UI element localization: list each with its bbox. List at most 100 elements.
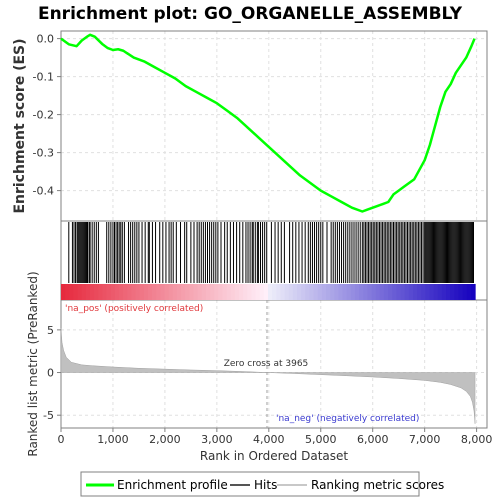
ranking-bar-segment — [94, 284, 99, 300]
ranking-bar-segment — [243, 284, 248, 300]
x-tick-label: 8,000 — [461, 433, 493, 446]
ranking-bar-segment — [131, 284, 137, 300]
ranking-bar-segment — [363, 284, 368, 300]
ranking-bar-segment — [450, 284, 455, 300]
ranking-bar-segment — [189, 284, 195, 300]
ranking-bar-segment — [222, 284, 228, 300]
x-tick-label: 5,000 — [305, 433, 337, 446]
ranking-bar-segment — [325, 284, 331, 300]
enrichment-profile-line — [60, 33, 476, 213]
ranking-bar-segment — [85, 284, 91, 300]
es-tick-label: -0.3 — [33, 147, 54, 160]
ranking-bar-segment — [433, 284, 439, 300]
ranking-bar-segment — [156, 284, 161, 300]
ranking-bar-segment — [89, 284, 95, 300]
es-tick-label: -0.1 — [33, 71, 54, 84]
ranking-bar-segment — [388, 284, 393, 300]
metric-tick-label: 0 — [47, 367, 54, 380]
ranking-bar-segment — [185, 284, 190, 300]
es-tick-label: -0.4 — [33, 185, 54, 198]
ranking-bar-segment — [81, 284, 87, 300]
legend-hits-label: Hits — [254, 478, 277, 492]
ranking-bar-segment — [205, 284, 211, 300]
metric-y-axis-label: Ranked list metric (PreRanked) — [26, 271, 40, 456]
ranking-bar-segment — [446, 284, 451, 300]
ranking-bar-segment — [73, 284, 79, 300]
positive-correlation-label: 'na_pos' (positively correlated) — [65, 304, 203, 314]
ranking-bar-segment — [437, 284, 443, 300]
ranking-bar-segment — [417, 284, 422, 300]
es-y-axis-label: Enrichment score (ES) — [12, 38, 28, 213]
ranking-bar-segment — [280, 284, 286, 300]
ranking-bar-segment — [239, 284, 244, 300]
ranking-bar-segment — [251, 284, 257, 300]
ranking-bar-segment — [172, 284, 178, 300]
x-axis-label: Rank in Ordered Dataset — [200, 449, 348, 463]
ranking-bar-segment — [110, 284, 116, 300]
ranking-bar-segment — [268, 284, 273, 300]
ranking-bar-segment — [61, 284, 66, 300]
ranking-bar-segment — [147, 284, 153, 300]
ranking-bar-segment — [226, 284, 232, 300]
metric-tick-label: 5 — [47, 324, 54, 337]
x-tick-label: 2,000 — [149, 433, 181, 446]
ranking-bar-segment — [214, 284, 219, 300]
ranking-bar-segment — [400, 284, 406, 300]
ranking-bar-segment — [305, 284, 311, 300]
ranking-bar-segment — [259, 284, 265, 300]
ranking-bar-segment — [118, 284, 124, 300]
ranking-bar-segment — [152, 284, 157, 300]
ranking-bar-segment — [421, 284, 426, 300]
ranking-bar-segment — [193, 284, 199, 300]
ranking-bar-segment — [454, 284, 460, 300]
zero-cross-label: Zero cross at 3965 — [224, 359, 309, 369]
ranking-bar-segment — [429, 284, 435, 300]
ranking-bar-segment — [197, 284, 203, 300]
ranking-bar-segment — [297, 284, 302, 300]
x-tick-label: 3,000 — [201, 433, 233, 446]
ranking-bar-segment — [462, 284, 468, 300]
ranking-bar-segment — [441, 284, 447, 300]
ranking-bar-segment — [379, 284, 385, 300]
x-tick-label: 7,000 — [409, 433, 441, 446]
ranking-bar-segment — [354, 284, 360, 300]
hit-marks — [68, 222, 474, 283]
ranking-bar-segment — [139, 284, 145, 300]
ranking-bar-segment — [276, 284, 282, 300]
ranking-bar-segment — [396, 284, 402, 300]
ranking-bar-segment — [160, 284, 166, 300]
ranking-bar-segment — [255, 284, 261, 300]
ranking-bar-segment — [350, 284, 356, 300]
es-y-axis-ticks: 0.0 -0.1 -0.2 -0.3 -0.4 — [33, 33, 61, 198]
legend-profile-label: Enrichment profile — [117, 478, 228, 492]
ranking-bar-segment — [338, 284, 344, 300]
ranking-bar-segment — [234, 284, 240, 300]
es-tick-label: -0.2 — [33, 109, 54, 122]
ranking-bar-segment — [65, 284, 70, 300]
ranking-bar-segment — [371, 284, 377, 300]
ranking-bar-segment — [176, 284, 182, 300]
x-tick-label: 0 — [58, 433, 65, 446]
ranked-metric-path — [60, 328, 476, 424]
ranking-bar-segment — [359, 284, 364, 300]
ranking-bar-segment — [135, 284, 141, 300]
ranking-color-bar — [61, 284, 476, 300]
ranking-bar-segment — [247, 284, 253, 300]
ranking-bar-segment — [301, 284, 306, 300]
enrichment-profile — [60, 33, 476, 213]
ranking-bar-segment — [309, 284, 315, 300]
ranking-bar-segment — [181, 284, 186, 300]
x-axis-ticks: 0 1,000 2,000 3,000 4,000 5,000 6,000 7,000 8,00… — [58, 428, 493, 446]
ranking-bar-segment — [404, 284, 410, 300]
ranking-bar-segment — [123, 284, 128, 300]
ranking-bar-segment — [230, 284, 236, 300]
ranking-bar-segment — [210, 284, 215, 300]
ranking-bar-segment — [284, 284, 290, 300]
ranking-bar-segment — [313, 284, 319, 300]
legend-metric-label: Ranking metric scores — [311, 478, 444, 492]
ranking-bar-segment — [412, 284, 418, 300]
ranking-bar-segment — [334, 284, 340, 300]
ranking-bar-segment — [164, 284, 170, 300]
ranking-bar-segment — [321, 284, 327, 300]
